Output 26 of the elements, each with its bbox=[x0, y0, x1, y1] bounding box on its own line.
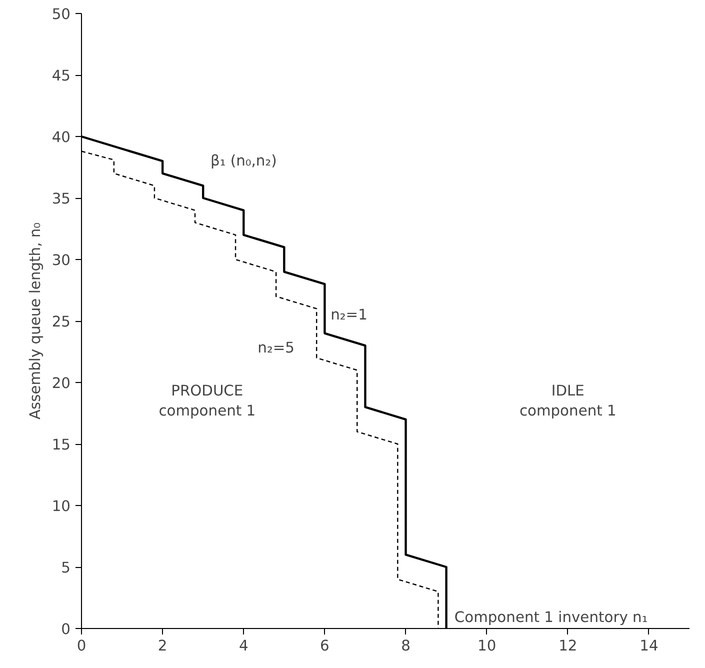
annotation: β₁ (n₀,n₂) bbox=[210, 152, 277, 170]
y-tick-label: 35 bbox=[52, 190, 71, 208]
annotation: PRODUCE component 1 bbox=[158, 382, 256, 420]
x-tick-label: 10 bbox=[478, 638, 496, 654]
y-tick-label: 25 bbox=[52, 314, 71, 330]
y-axis-title: Assembly queue length, n₀ bbox=[26, 222, 44, 420]
y-tick-label: 20 bbox=[52, 375, 71, 392]
x-tick-label: 4 bbox=[238, 638, 248, 654]
y-tick-label: 30 bbox=[52, 252, 71, 269]
annotation: n₂=1 bbox=[330, 306, 368, 324]
annotation: IDLE component 1 bbox=[519, 382, 616, 420]
x-tick-label: 6 bbox=[320, 638, 330, 654]
x-tick-label: 12 bbox=[558, 638, 578, 654]
x-tick-label: 0 bbox=[76, 638, 86, 654]
y-tick-label: 40 bbox=[52, 129, 71, 146]
x-tick-label: 8 bbox=[401, 638, 410, 654]
x-tick-label: 2 bbox=[158, 638, 168, 654]
y-tick-label: 50 bbox=[52, 6, 71, 23]
x-tick-label: 14 bbox=[640, 638, 658, 654]
x-axis-title: Component 1 inventory n₁ bbox=[454, 609, 648, 626]
y-tick-label: 45 bbox=[52, 68, 71, 84]
y-tick-label: 10 bbox=[52, 498, 71, 515]
y-tick-label: 15 bbox=[52, 436, 71, 454]
y-tick-label: 5 bbox=[61, 560, 71, 576]
y-tick-label: 0 bbox=[61, 621, 71, 638]
annotation: n₂=5 bbox=[258, 340, 294, 357]
